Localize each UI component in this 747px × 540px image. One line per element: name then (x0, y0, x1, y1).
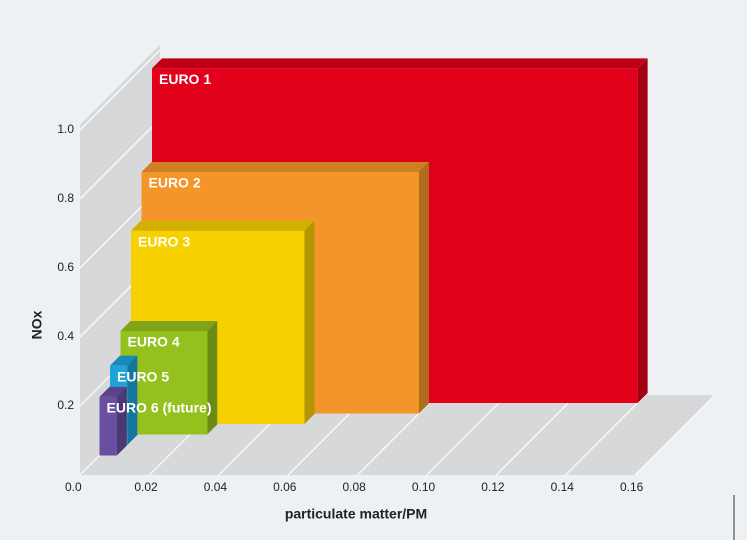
y-tick-label: 0.6 (57, 260, 74, 274)
bar (99, 396, 117, 456)
x-tick-label: 0.08 (343, 480, 367, 494)
grid-line (565, 394, 647, 476)
x-axis-title: particulate matter/PM (285, 506, 427, 522)
bar-side (207, 321, 218, 435)
bar-label: EURO 6 (future) (107, 400, 212, 416)
bar-label: EURO 4 (128, 334, 180, 350)
y-axis-title: NOx (29, 310, 45, 339)
x-tick-label: 0.06 (273, 480, 297, 494)
bar-top (152, 58, 648, 69)
bar-top (110, 355, 138, 366)
grid-line (79, 118, 161, 200)
y-tick-label: 0.2 (57, 398, 74, 412)
x-tick-label: 0.16 (620, 480, 644, 494)
y-tick-label: 0.4 (57, 329, 74, 343)
bar-label: EURO 3 (138, 234, 190, 250)
bar-label: EURO 5 (117, 368, 169, 384)
y-tick-label: 1.0 (57, 122, 74, 136)
y-tick-label: 0.8 (57, 191, 74, 205)
bar-top (131, 220, 315, 231)
bar-top (99, 386, 127, 397)
x-tick-label: 0.12 (481, 480, 505, 494)
bar-label: EURO 2 (149, 175, 201, 191)
bar-side (127, 355, 138, 445)
grid-line (495, 394, 577, 476)
grid-line (79, 49, 161, 131)
x-tick-label: 0.02 (134, 480, 158, 494)
x-tick-label: 0.10 (412, 480, 436, 494)
bar-side (304, 220, 315, 424)
bar-label: EURO 1 (159, 71, 211, 87)
bar-side (116, 386, 127, 456)
bar-top (120, 321, 218, 331)
x-tick-label: 0.14 (551, 480, 575, 494)
grid-line (426, 394, 508, 476)
grid-line (634, 394, 716, 476)
bar-top (141, 162, 429, 172)
bar-side (637, 58, 648, 403)
x-tick-label: 0.0 (65, 480, 82, 494)
x-tick-label: 0.04 (204, 480, 228, 494)
bar-side (419, 162, 429, 414)
